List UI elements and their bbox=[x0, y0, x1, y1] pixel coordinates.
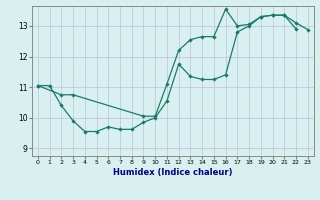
X-axis label: Humidex (Indice chaleur): Humidex (Indice chaleur) bbox=[113, 168, 233, 177]
